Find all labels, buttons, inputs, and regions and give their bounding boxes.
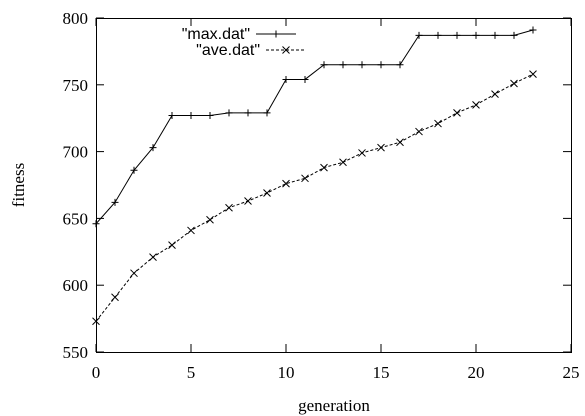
max-point (244, 109, 252, 117)
max-point (472, 31, 480, 39)
x-tick-label: 10 (278, 363, 295, 382)
ave-point (339, 158, 347, 167)
max-line (95, 29, 534, 225)
ave-point (472, 100, 480, 109)
max-point (339, 61, 347, 69)
ave-point (168, 241, 176, 249)
ave-point (396, 138, 404, 147)
legend-ave-marker (282, 46, 290, 54)
max-point (282, 75, 290, 83)
legend: "max.dat""ave.dat" (182, 26, 306, 59)
legend-max-marker (272, 30, 280, 38)
ave-point (130, 269, 138, 278)
ave-point (282, 179, 290, 188)
ave-point (415, 127, 423, 136)
max-point (92, 220, 100, 228)
ave-point (453, 109, 461, 117)
y-tick-label: 550 (63, 343, 89, 362)
legend-max-label: "max.dat" (182, 26, 250, 43)
max-point (206, 112, 214, 120)
max-point (358, 61, 366, 69)
x-tick-label: 5 (187, 363, 196, 382)
max-point (168, 112, 176, 120)
ave-point (225, 203, 233, 212)
max-point (301, 75, 309, 83)
ave-point (510, 79, 518, 88)
x-axis: 0 5 10 15 20 25 (92, 18, 580, 382)
max-point (491, 31, 499, 39)
series-ave (92, 70, 537, 326)
max-point (396, 61, 404, 69)
x-tick-label: 0 (92, 363, 101, 382)
x-tick-label: 20 (468, 363, 485, 382)
ave-point (92, 317, 100, 326)
ave-point (358, 149, 366, 157)
y-tick-label: 700 (63, 143, 89, 162)
y-tick-label: 600 (63, 276, 89, 295)
max-point (187, 112, 195, 120)
series-layer (92, 26, 537, 326)
max-point (510, 31, 518, 39)
max-point (529, 26, 537, 34)
ave-point (263, 189, 271, 197)
y-axis: 550 600 650 700 750 800 (63, 9, 571, 362)
ave-point (149, 253, 157, 261)
ave-point (434, 119, 442, 128)
ave-point (301, 174, 309, 183)
ave-point (529, 70, 537, 78)
max-point (111, 198, 119, 206)
max-point (377, 61, 385, 69)
ave-line (95, 73, 534, 322)
max-point (130, 166, 138, 174)
series-max (92, 26, 537, 228)
y-tick-label: 650 (63, 209, 89, 228)
max-point (320, 61, 328, 69)
max-point (149, 144, 157, 152)
ave-point (491, 90, 499, 99)
ave-point (206, 215, 214, 224)
max-point (453, 31, 461, 39)
ave-point (320, 163, 328, 172)
ave-point (377, 143, 385, 152)
x-tick-label: 25 (563, 363, 580, 382)
ave-point (244, 197, 252, 205)
max-point (225, 109, 233, 117)
ave-point (187, 226, 195, 235)
x-tick-label: 15 (373, 363, 390, 382)
x-axis-label: generation (298, 396, 370, 415)
legend-ave-label: "ave.dat" (196, 42, 260, 59)
y-axis-label: fitness (9, 163, 28, 207)
plot-frame (96, 18, 572, 353)
y-tick-label: 800 (63, 9, 89, 28)
ave-point (111, 293, 119, 302)
max-point (434, 31, 442, 39)
max-point (415, 31, 423, 39)
y-tick-label: 750 (63, 76, 89, 95)
max-point (263, 109, 271, 117)
